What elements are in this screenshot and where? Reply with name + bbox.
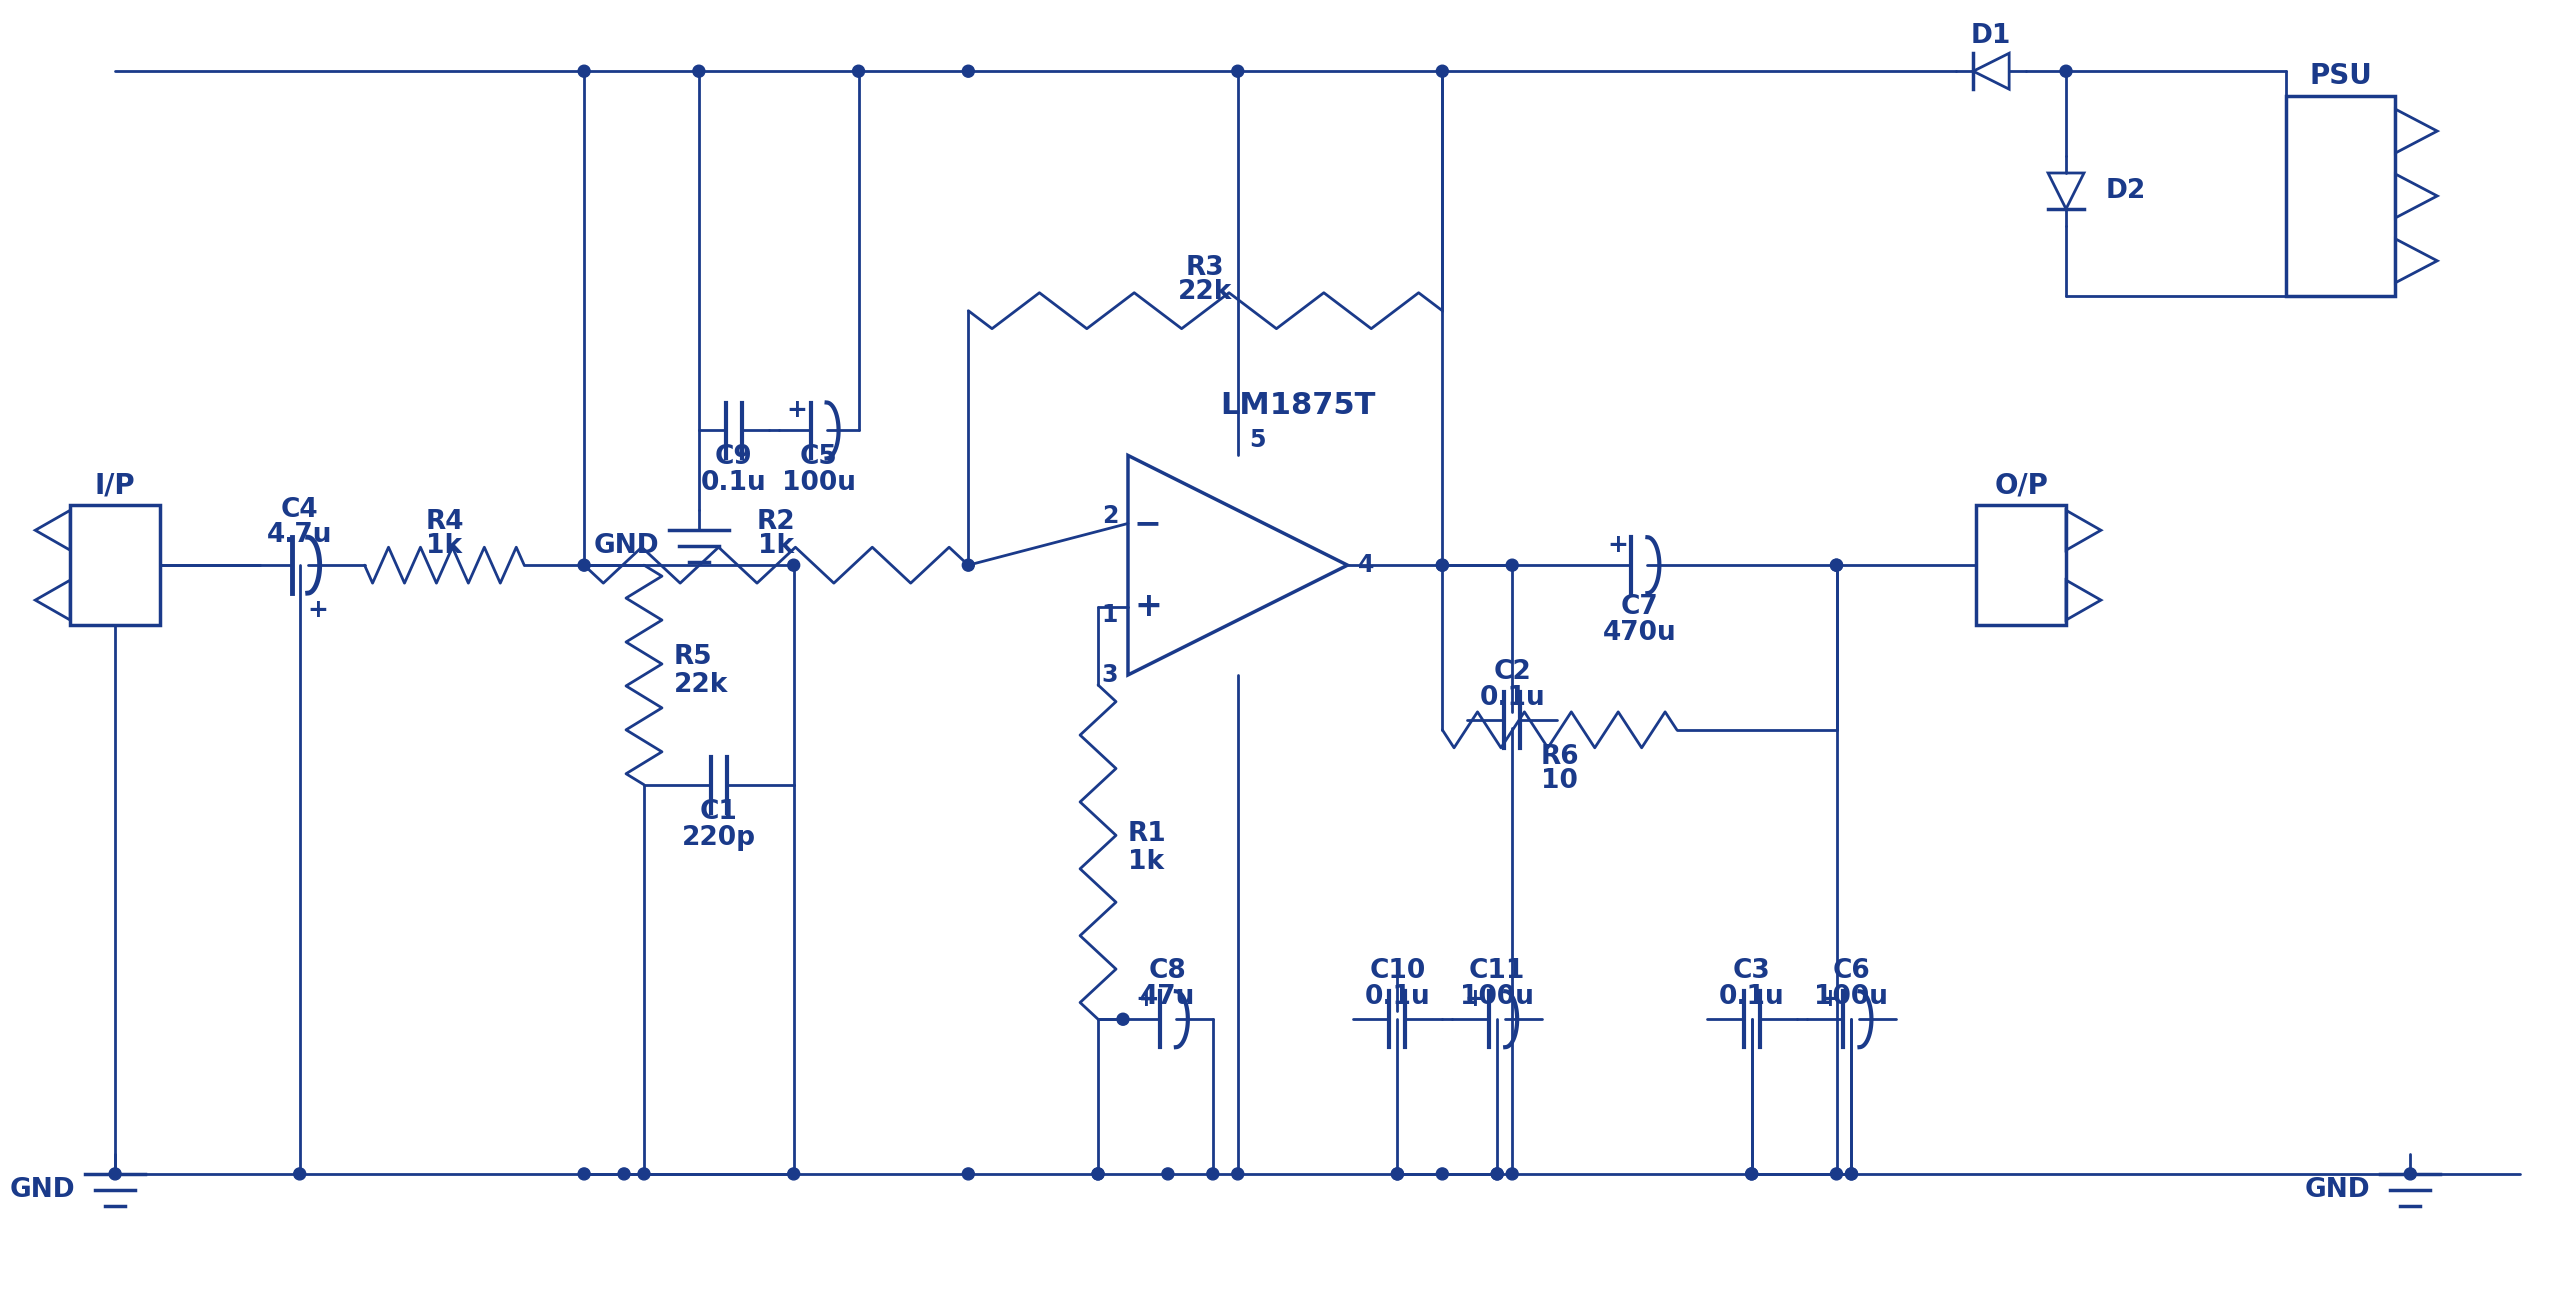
- Text: C8: C8: [1149, 959, 1188, 985]
- Circle shape: [1746, 1168, 1759, 1179]
- Text: D1: D1: [1971, 23, 2012, 49]
- Text: C11: C11: [1469, 959, 1526, 985]
- Circle shape: [1505, 1168, 1518, 1179]
- Circle shape: [852, 65, 865, 77]
- Circle shape: [1846, 1168, 1859, 1179]
- Text: 47u: 47u: [1139, 985, 1196, 1011]
- Circle shape: [1830, 559, 1843, 572]
- Circle shape: [963, 65, 975, 77]
- Circle shape: [294, 1168, 305, 1179]
- Text: 22k: 22k: [1178, 279, 1231, 305]
- Circle shape: [1436, 1168, 1449, 1179]
- Text: R6: R6: [1541, 744, 1580, 770]
- Text: O/P: O/P: [1994, 472, 2048, 499]
- Text: C7: C7: [1620, 594, 1659, 620]
- Circle shape: [1093, 1168, 1103, 1179]
- Text: 0.1u: 0.1u: [1480, 685, 1546, 711]
- Circle shape: [1436, 559, 1449, 572]
- Text: +: +: [1464, 987, 1485, 1011]
- Bar: [2286, 96, 2396, 296]
- Circle shape: [1393, 1168, 1403, 1179]
- Text: +: +: [786, 399, 806, 422]
- Text: +: +: [1820, 987, 1841, 1011]
- Circle shape: [2404, 1168, 2417, 1179]
- Text: 1k: 1k: [1129, 850, 1165, 876]
- Text: R1: R1: [1129, 821, 1167, 847]
- Circle shape: [1830, 559, 1843, 572]
- Bar: [69, 505, 161, 625]
- Text: C9: C9: [714, 444, 753, 470]
- Text: LM1875T: LM1875T: [1221, 391, 1375, 420]
- Circle shape: [963, 559, 975, 572]
- Text: GND: GND: [2304, 1177, 2371, 1203]
- Text: +: +: [1137, 987, 1157, 1011]
- Text: C3: C3: [1733, 959, 1772, 985]
- Circle shape: [1436, 65, 1449, 77]
- Text: 2: 2: [1101, 504, 1119, 527]
- Text: R3: R3: [1185, 255, 1224, 281]
- Text: 1: 1: [1101, 603, 1119, 626]
- Circle shape: [579, 559, 591, 572]
- Circle shape: [1206, 1168, 1219, 1179]
- Text: C1: C1: [699, 799, 737, 825]
- Text: 0.1u: 0.1u: [1718, 985, 1784, 1011]
- Circle shape: [1162, 1168, 1175, 1179]
- Text: D2: D2: [2107, 178, 2145, 204]
- Circle shape: [1231, 1168, 1244, 1179]
- Text: 1k: 1k: [428, 533, 463, 559]
- Text: 470u: 470u: [1603, 620, 1677, 646]
- Circle shape: [1436, 559, 1449, 572]
- Text: R4: R4: [425, 509, 463, 535]
- Circle shape: [1393, 1168, 1403, 1179]
- Circle shape: [1231, 65, 1244, 77]
- Circle shape: [1116, 1013, 1129, 1025]
- Circle shape: [637, 1168, 650, 1179]
- Text: I/P: I/P: [95, 472, 136, 499]
- Text: 10: 10: [1541, 768, 1577, 794]
- Text: +: +: [307, 598, 328, 622]
- Circle shape: [694, 65, 704, 77]
- Text: 0.1u: 0.1u: [1364, 985, 1431, 1011]
- Circle shape: [1846, 1168, 1859, 1179]
- Text: +: +: [1134, 590, 1162, 624]
- Circle shape: [110, 1168, 120, 1179]
- Text: 4.7u: 4.7u: [266, 522, 333, 548]
- Text: 0.1u: 0.1u: [701, 470, 765, 496]
- Text: GND: GND: [594, 533, 658, 559]
- Text: 100u: 100u: [1459, 985, 1533, 1011]
- Text: 5: 5: [1249, 429, 1267, 452]
- Circle shape: [579, 1168, 591, 1179]
- Text: 100u: 100u: [1815, 985, 1889, 1011]
- Circle shape: [579, 65, 591, 77]
- Circle shape: [1830, 1168, 1843, 1179]
- Text: C2: C2: [1492, 659, 1531, 685]
- Text: PSU: PSU: [2309, 62, 2371, 90]
- Text: −: −: [1134, 507, 1162, 540]
- Text: 3: 3: [1101, 662, 1119, 687]
- Text: 100u: 100u: [781, 470, 855, 496]
- Circle shape: [1093, 1168, 1103, 1179]
- Circle shape: [617, 1168, 630, 1179]
- Text: 1k: 1k: [758, 533, 794, 559]
- Text: C5: C5: [799, 444, 837, 470]
- Text: 4: 4: [1357, 553, 1375, 577]
- Text: GND: GND: [10, 1177, 74, 1203]
- Text: R2: R2: [758, 509, 796, 535]
- Text: C4: C4: [282, 498, 317, 523]
- Text: C6: C6: [1833, 959, 1871, 985]
- Text: 220p: 220p: [681, 825, 755, 851]
- Circle shape: [1492, 1168, 1503, 1179]
- Text: C10: C10: [1370, 959, 1426, 985]
- Circle shape: [1505, 559, 1518, 572]
- Text: 22k: 22k: [673, 672, 727, 698]
- Bar: [1976, 505, 2066, 625]
- Text: +: +: [1608, 533, 1628, 557]
- Circle shape: [1492, 1168, 1503, 1179]
- Circle shape: [788, 559, 799, 572]
- Circle shape: [1746, 1168, 1759, 1179]
- Text: R5: R5: [673, 644, 712, 670]
- Circle shape: [788, 1168, 799, 1179]
- Circle shape: [2061, 65, 2071, 77]
- Circle shape: [963, 1168, 975, 1179]
